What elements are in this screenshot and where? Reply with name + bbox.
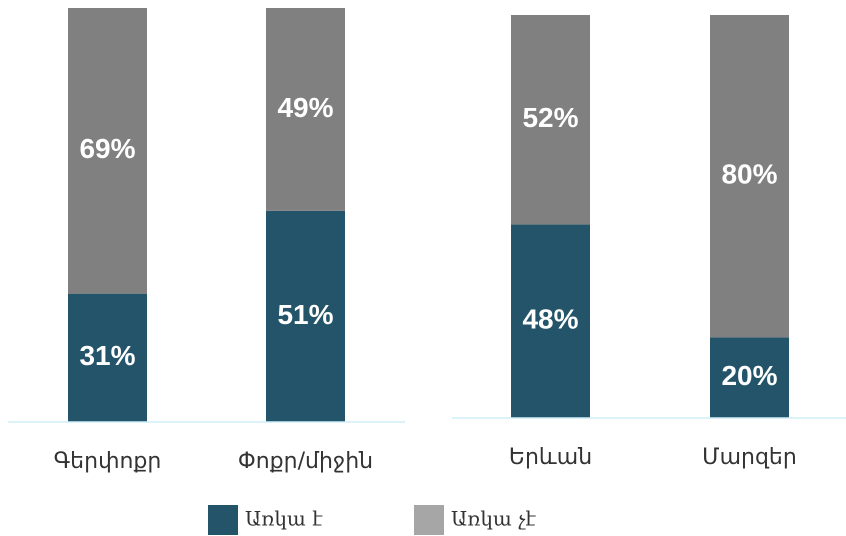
data-label: 51%	[277, 299, 333, 330]
data-label: 49%	[277, 92, 333, 123]
data-label: 52%	[522, 102, 578, 133]
data-label: 80%	[721, 159, 777, 190]
bar-segment	[511, 224, 590, 418]
legend-label: Առկա չէ	[451, 507, 537, 531]
bar-segment	[68, 8, 147, 294]
bar-segment	[68, 293, 147, 422]
x-tick-label: Փոքր/միջին	[238, 449, 373, 474]
bar-segment	[710, 15, 789, 338]
data-label: 20%	[721, 360, 777, 391]
bar-segment	[511, 15, 590, 225]
legend-label: Առկա է	[245, 507, 323, 531]
x-tick-label: Գերփոքր	[54, 449, 162, 474]
bar-segment	[266, 8, 345, 211]
x-tick-label: Մարզեր	[702, 445, 797, 470]
legend-swatch	[208, 505, 238, 535]
data-label: 48%	[522, 304, 578, 335]
bar-segment	[266, 210, 345, 422]
x-tick-label: Երևան	[509, 445, 592, 470]
data-label: 69%	[79, 133, 135, 164]
legend-swatch	[414, 505, 444, 535]
data-label: 31%	[79, 340, 135, 371]
bar-segment	[710, 337, 789, 418]
